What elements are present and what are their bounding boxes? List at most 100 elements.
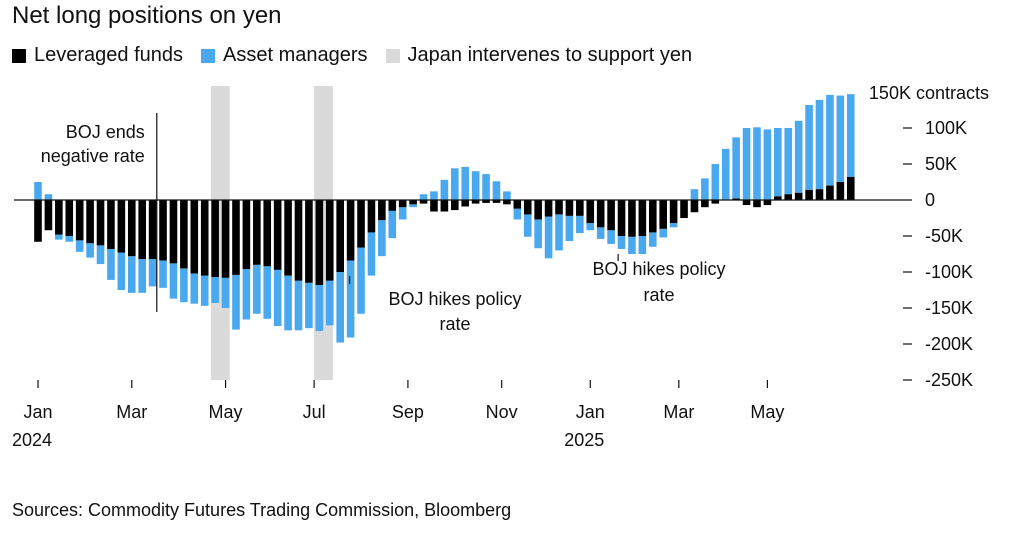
bar-asset-managers [638, 236, 647, 254]
bar-asset-managers [503, 191, 511, 200]
bar-leveraged-funds [346, 200, 355, 261]
annotation-text: rate [439, 314, 470, 334]
y-tick-label: -250K [925, 370, 973, 390]
bar-leveraged-funds [305, 200, 313, 283]
y-tick-label: 0 [925, 190, 935, 210]
bar-leveraged-funds [680, 200, 688, 218]
bar-leveraged-funds [253, 200, 261, 265]
bar-asset-managers [711, 164, 720, 200]
annotation-text: rate [643, 285, 674, 305]
bar-asset-managers [690, 189, 699, 200]
bar-leveraged-funds [138, 200, 146, 260]
bar-leveraged-funds [617, 200, 626, 236]
bar-asset-managers [180, 268, 188, 303]
bar-asset-managers [471, 171, 480, 200]
bar-asset-managers [200, 275, 209, 306]
bar-leveraged-funds [325, 200, 334, 281]
bar-asset-managers [555, 214, 563, 251]
bar-leveraged-funds [117, 200, 126, 253]
bar-asset-managers [34, 182, 42, 200]
y-tick-label: -50K [925, 226, 963, 246]
bar-leveraged-funds [628, 200, 636, 237]
bar-asset-managers [440, 179, 449, 200]
bar-asset-managers [263, 266, 272, 319]
legend-label-asset: Asset managers [223, 44, 368, 66]
legend: Leveraged funds Asset managers Japan int… [12, 44, 710, 67]
bar-asset-managers [190, 273, 199, 304]
bar-leveraged-funds [190, 200, 199, 274]
bar-asset-managers [242, 269, 251, 320]
bar-leveraged-funds [607, 200, 615, 231]
bar-leveraged-funds [263, 200, 272, 267]
chart-title: Net long positions on yen [12, 2, 282, 29]
bar-asset-managers [534, 219, 542, 249]
y-tick-label: 50K [925, 154, 957, 174]
bar-asset-managers [784, 128, 793, 195]
bar-leveraged-funds [638, 200, 647, 236]
bar-asset-managers [378, 220, 386, 257]
bar-leveraged-funds [534, 200, 542, 220]
bar-asset-managers [75, 240, 84, 252]
bar-leveraged-funds [55, 200, 63, 235]
bar-asset-managers [826, 94, 834, 186]
bar-asset-managers [221, 277, 230, 308]
bar-leveraged-funds [596, 200, 605, 228]
x-tick-label: May [209, 402, 243, 422]
bar-asset-managers [815, 99, 824, 190]
bar-asset-managers [669, 223, 678, 228]
bar-leveraged-funds [440, 200, 449, 212]
bar-leveraged-funds [794, 192, 803, 200]
x-year-label: 2024 [12, 430, 52, 450]
bar-leveraged-funds [221, 200, 230, 278]
bar-asset-managers [648, 232, 657, 247]
bar-leveraged-funds [523, 200, 532, 215]
bar-leveraged-funds [784, 194, 793, 200]
bar-leveraged-funds [242, 200, 251, 270]
x-tick-label: Nov [486, 402, 518, 422]
bar-asset-managers [596, 227, 605, 239]
bar-asset-managers [367, 232, 376, 276]
bar-leveraged-funds [482, 200, 490, 203]
bar-asset-managers [523, 214, 532, 237]
legend-item-intervention: Japan intervenes to support yen [385, 44, 693, 67]
bar-asset-managers [576, 215, 584, 234]
annotation-text: BOJ ends [66, 122, 145, 142]
bar-leveraged-funds [701, 200, 709, 208]
bar-leveraged-funds [200, 200, 209, 276]
bar-asset-managers [451, 168, 459, 200]
bar-leveraged-funds [336, 200, 344, 272]
bar-asset-managers [659, 228, 667, 238]
bar-leveraged-funds [34, 200, 42, 242]
bar-leveraged-funds [471, 200, 480, 204]
bar-asset-managers [607, 230, 615, 244]
bar-asset-managers [430, 191, 438, 200]
bar-asset-managers [544, 216, 553, 259]
bar-leveraged-funds [430, 200, 438, 212]
x-tick-label: Jul [303, 402, 326, 422]
bar-leveraged-funds [398, 200, 407, 208]
bar-leveraged-funds [503, 200, 511, 205]
bar-leveraged-funds [127, 200, 136, 257]
bar-asset-managers [346, 260, 355, 338]
bar-asset-managers [159, 260, 167, 288]
y-tick-label: -150K [925, 298, 973, 318]
bar-leveraged-funds [732, 198, 740, 200]
legend-swatch-leveraged [12, 48, 26, 63]
bar-asset-managers [315, 284, 324, 332]
bar-asset-managers [732, 137, 740, 199]
bar-asset-managers [148, 259, 157, 287]
bar-leveraged-funds [753, 200, 761, 208]
y-unit-label: 150K contracts [869, 83, 989, 103]
bar-leveraged-funds [669, 200, 678, 224]
bar-asset-managers [805, 104, 813, 190]
y-tick-label: -200K [925, 334, 973, 354]
legend-item-leveraged: Leveraged funds [12, 44, 183, 67]
bar-asset-managers [96, 245, 105, 265]
bar-asset-managers [44, 194, 53, 200]
y-tick-label: 100K [925, 118, 967, 138]
bar-leveraged-funds [159, 200, 167, 261]
bar-leveraged-funds [65, 200, 74, 236]
bar-leveraged-funds [419, 200, 428, 204]
legend-label-intervention: Japan intervenes to support yen [407, 44, 693, 66]
